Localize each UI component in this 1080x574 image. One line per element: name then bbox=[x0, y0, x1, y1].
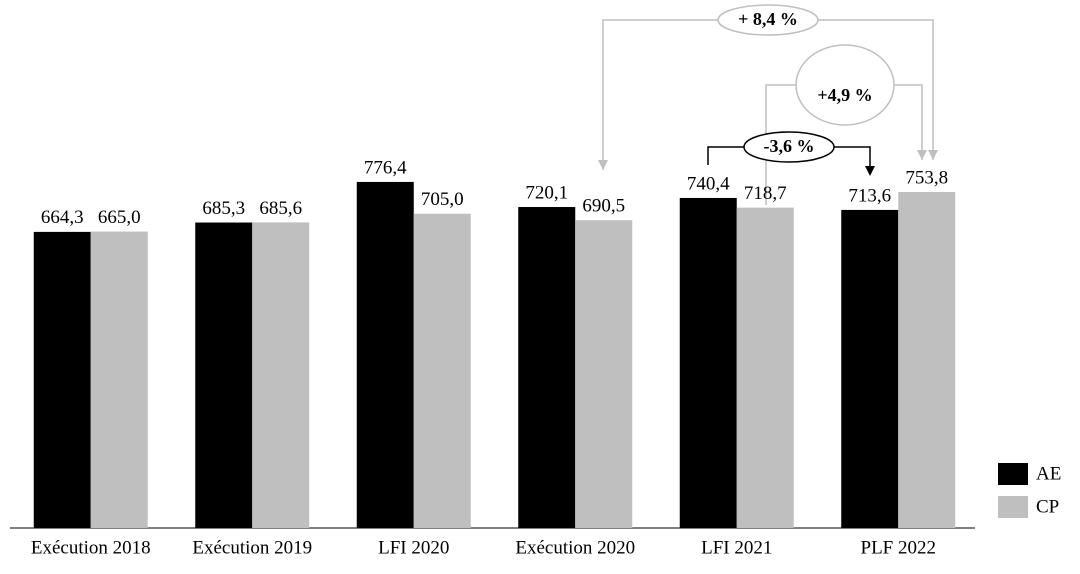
bar bbox=[898, 191, 956, 528]
arrow-3-6 bbox=[707, 131, 875, 176]
bar bbox=[90, 231, 148, 529]
value-label: 713,6 bbox=[848, 185, 891, 206]
bar bbox=[518, 207, 576, 528]
legend-swatch bbox=[998, 496, 1028, 518]
annotation: + 8,4 % bbox=[738, 9, 798, 29]
x-tick-label: Exécution 2019 bbox=[192, 537, 312, 558]
annotation: -3,6 % bbox=[764, 136, 815, 156]
value-label: 685,6 bbox=[259, 198, 302, 219]
x-tick-label: PLF 2022 bbox=[861, 537, 937, 558]
value-label: 718,7 bbox=[744, 183, 787, 204]
bar bbox=[413, 213, 471, 528]
value-label: 664,3 bbox=[41, 207, 84, 228]
annotation: +4,9 % bbox=[817, 85, 872, 105]
arrow-4-9 bbox=[765, 44, 927, 205]
bar bbox=[252, 222, 310, 528]
x-tick-label: LFI 2020 bbox=[378, 537, 449, 558]
bar bbox=[841, 209, 899, 529]
value-label: 690,5 bbox=[582, 196, 625, 217]
bar bbox=[575, 220, 633, 528]
arrow-8-4 bbox=[598, 4, 938, 170]
legend-label: CP bbox=[1036, 496, 1059, 517]
value-label: 720,1 bbox=[525, 182, 568, 203]
x-tick-label: Exécution 2020 bbox=[515, 537, 635, 558]
value-label: 705,0 bbox=[421, 189, 464, 210]
value-label: 665,0 bbox=[98, 207, 141, 228]
bar bbox=[679, 197, 737, 528]
legend-swatch bbox=[998, 463, 1028, 485]
bar bbox=[356, 181, 414, 529]
value-label: 740,4 bbox=[687, 173, 730, 194]
legend-label: AE bbox=[1036, 463, 1061, 484]
value-label: 776,4 bbox=[364, 157, 407, 178]
value-label: 753,8 bbox=[905, 167, 948, 188]
bar bbox=[195, 222, 253, 528]
bar bbox=[736, 207, 794, 529]
bar bbox=[33, 231, 91, 528]
value-label: 685,3 bbox=[202, 198, 245, 219]
x-tick-label: LFI 2021 bbox=[701, 537, 772, 558]
x-tick-label: Exécution 2018 bbox=[31, 537, 151, 558]
